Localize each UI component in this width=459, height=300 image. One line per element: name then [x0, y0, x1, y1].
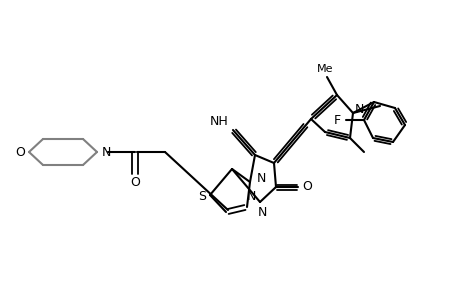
Text: Me: Me — [316, 64, 332, 74]
Text: NH: NH — [209, 115, 228, 128]
Text: F: F — [333, 113, 340, 127]
Text: N: N — [256, 172, 265, 185]
Text: O: O — [15, 146, 25, 158]
Text: O: O — [302, 181, 311, 194]
Text: N: N — [246, 190, 255, 203]
Text: S: S — [197, 190, 206, 203]
Text: N: N — [101, 146, 111, 158]
Text: N: N — [257, 206, 266, 218]
Text: O: O — [130, 176, 140, 190]
Text: N: N — [353, 103, 363, 116]
